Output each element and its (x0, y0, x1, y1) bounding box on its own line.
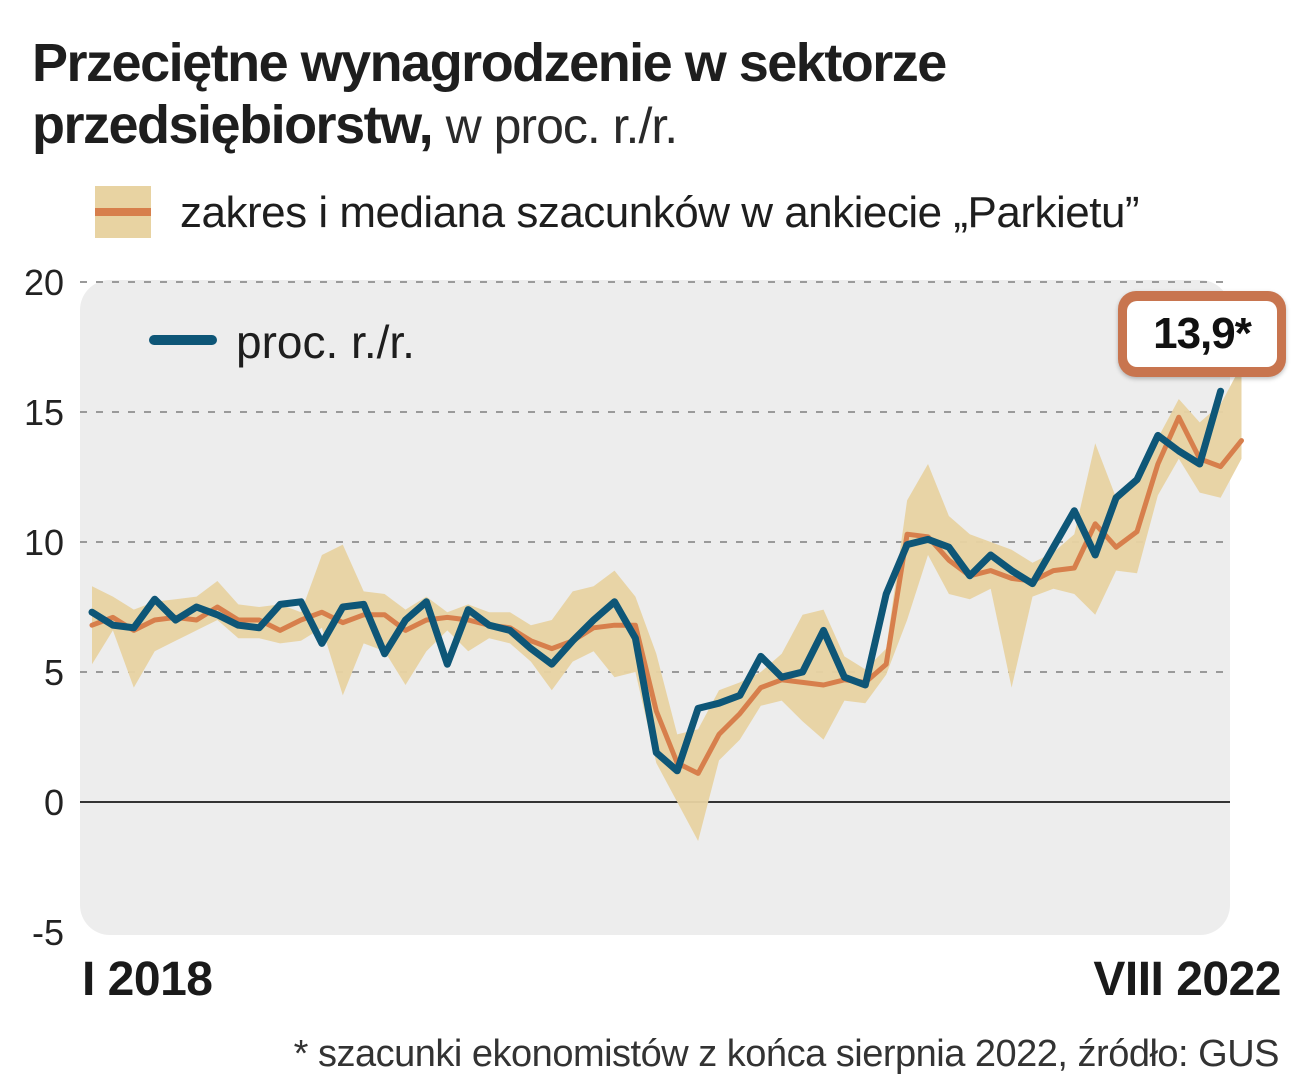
title-bold: Przeciętne wynagrodzenie w sektorze prze… (32, 33, 947, 155)
line-legend: proc. r./r. (149, 316, 415, 368)
range-band-legend-swatch (95, 186, 151, 238)
y-tick-label: 5 (44, 652, 64, 693)
line-legend-label: proc. r./r. (236, 316, 415, 368)
median-estimate-line (89, 414, 1244, 776)
chart-title: Przeciętne wynagrodzenie w sektorze prze… (32, 32, 1262, 157)
y-tick-label: 10 (24, 522, 64, 563)
y-tick-label: 20 (24, 262, 64, 303)
range-legend-label: zakres i mediana szacunków w ankiecie „P… (180, 188, 1140, 237)
series-group (88, 365, 1244, 841)
plot-background (80, 280, 1230, 935)
callout-value: 13,9* (1127, 301, 1277, 367)
title-unit: w proc. r./r. (445, 98, 679, 154)
x-label-end: VIII 2022 (1093, 953, 1281, 1006)
y-axis-ticks: 20 15 10 5 0 -5 (24, 262, 64, 953)
y-tick-label: 0 (44, 782, 64, 823)
median-legend-swatch (95, 208, 151, 216)
grid-lines (80, 281, 1230, 803)
latest-value-callout: 13,9* (1118, 291, 1286, 377)
x-label-start: I 2018 (82, 953, 213, 1006)
y-tick-label: -5 (32, 912, 64, 953)
actual-wage-line (88, 387, 1225, 775)
y-tick-label: 15 (24, 392, 64, 433)
footnote: * szacunki ekonomistów z końca sierpnia … (293, 1033, 1280, 1075)
estimate-range-band (92, 365, 1242, 841)
